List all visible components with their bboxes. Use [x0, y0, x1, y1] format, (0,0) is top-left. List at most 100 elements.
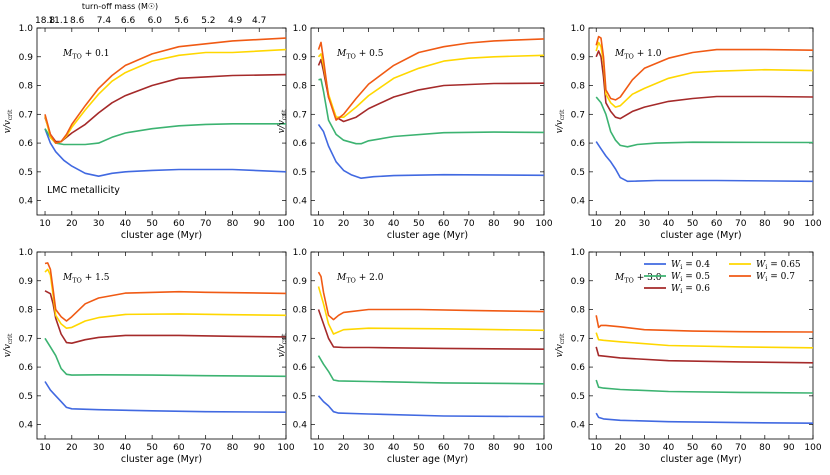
x-tick-label: 60: [438, 219, 450, 229]
top-tick-label: 5.2: [201, 16, 215, 26]
y-tick-label: 0.4: [571, 421, 586, 431]
y-tick-label: 0.6: [19, 363, 34, 373]
x-tick-label: 80: [759, 219, 771, 229]
x-tick-label: 80: [488, 219, 500, 229]
x-tick-label: 20: [615, 219, 627, 229]
series-line-w-i-0-4: [595, 412, 813, 424]
x-tick-label: 60: [438, 443, 450, 453]
panels-container: 10 20 30 40 50 60 70 80 90 100 0.4 0.5 0.6 0.7 0.8 0.9 1…: [3, 16, 822, 465]
series-line-w-i-0-65: [317, 286, 544, 335]
top-axis-title: turn-off mass (M☉): [82, 2, 158, 11]
series-line-w-i-0-65: [44, 48, 286, 144]
y-tick-label: 0.7: [293, 334, 307, 344]
series-line-w-i-0-5: [318, 78, 544, 145]
top-tick-label: 4.7: [252, 16, 266, 26]
plot-frame: [36, 27, 287, 216]
y-tick-label: 0.8: [571, 306, 586, 316]
y-tick-label: 0.8: [19, 82, 34, 92]
x-tick-label: 60: [711, 219, 723, 229]
legend-label: Wi = 0.7: [756, 272, 795, 283]
series-group: [595, 35, 813, 183]
series-group: [44, 262, 286, 413]
x-tick-label: 10: [590, 443, 602, 453]
y-tick-label: 1.0: [571, 248, 586, 258]
y-tick-label: 0.6: [571, 363, 586, 373]
y-tick-label: 0.8: [19, 306, 34, 316]
x-tick-label: 70: [463, 219, 475, 229]
series-line-w-i-0-6: [595, 50, 813, 120]
series-group: [44, 37, 286, 177]
plot-frame: [36, 251, 287, 440]
top-tick-label: 6.0: [148, 16, 163, 26]
x-tick-label: 70: [463, 443, 475, 453]
x-tick-label: 40: [120, 443, 132, 453]
y-tick-label: 1.0: [293, 24, 308, 34]
y-tick-label: 0.8: [571, 82, 586, 92]
y-tick-label: 0.5: [19, 392, 33, 402]
top-tick-label: 6.6: [121, 16, 136, 26]
series-line-w-i-0-65: [317, 53, 544, 118]
series-line-w-i-0-5: [317, 355, 544, 385]
chart-panel-p2: 10 20 30 40 50 60 70 80 90 100 0.4 0.5 0.6 0.7 0.8 0.9 1…: [277, 24, 553, 241]
y-tick-label: 1.0: [19, 248, 34, 258]
series-line-w-i-0-7: [44, 262, 286, 322]
y-tick-label: 0.5: [293, 168, 307, 178]
y-tick-label: 1.0: [293, 248, 308, 258]
x-tick-label: 10: [39, 219, 51, 229]
x-tick-label: 90: [513, 443, 525, 453]
x-tick-label: 100: [804, 219, 821, 229]
y-tick-label: 0.9: [293, 277, 308, 287]
x-tick-label: 10: [39, 443, 51, 453]
y-tick-label: 0.5: [571, 168, 585, 178]
y-axis-label: v/vcrit: [277, 109, 288, 133]
x-tick-label: 20: [615, 443, 627, 453]
panel-annotation: MTO + 1.0: [614, 49, 662, 61]
x-tick-label: 30: [363, 219, 375, 229]
y-tick-label: 0.4: [19, 197, 34, 207]
y-tick-label: 0.9: [19, 277, 34, 287]
x-axis-label: cluster age (Myr): [387, 230, 468, 241]
y-tick-label: 0.6: [19, 139, 34, 149]
y-tick-label: 0.6: [571, 139, 586, 149]
panel-annotation: MTO + 2.0: [336, 273, 384, 285]
x-tick-label: 30: [93, 443, 105, 453]
x-tick-label: 40: [663, 443, 675, 453]
x-tick-label: 90: [783, 443, 795, 453]
x-tick-label: 40: [663, 219, 675, 229]
y-tick-label: 0.5: [19, 168, 33, 178]
series-line-w-i-0-6: [317, 309, 544, 350]
series-line-w-i-0-4: [317, 395, 544, 418]
series-line-w-i-0-6: [44, 73, 286, 143]
x-tick-label: 40: [388, 219, 400, 229]
x-tick-label: 60: [173, 219, 185, 229]
x-tick-label: 20: [338, 219, 350, 229]
y-tick-label: 0.9: [571, 277, 586, 287]
top-tick-label: 7.4: [97, 16, 112, 26]
chart-panel-p1: 10 20 30 40 50 60 70 80 90 100 0.4 0.5 0.6 0.7 0.8 0.9 1…: [3, 16, 295, 241]
plot-frame: [310, 251, 545, 440]
x-axis-label: cluster age (Myr): [387, 454, 468, 465]
panel-annotation: MTO + 0.5: [336, 49, 384, 61]
x-tick-label: 10: [313, 219, 325, 229]
x-axis-label: cluster age (Myr): [660, 454, 741, 465]
x-tick-label: 100: [277, 219, 294, 229]
series-line-w-i-0-7: [595, 35, 813, 101]
y-tick-label: 0.9: [293, 53, 308, 63]
x-tick-label: 90: [513, 219, 525, 229]
y-tick-label: 0.7: [293, 110, 307, 120]
y-tick-label: 0.6: [293, 139, 308, 149]
series-line-w-i-0-7: [317, 271, 544, 321]
x-tick-label: 90: [783, 219, 795, 229]
series-line-w-i-0-7: [595, 315, 813, 333]
x-tick-label: 90: [253, 219, 265, 229]
x-tick-label: 30: [639, 219, 651, 229]
y-axis-label: v/vcrit: [3, 109, 14, 133]
y-axis-label: v/vcrit: [555, 333, 566, 357]
series-group: [595, 315, 813, 424]
plot-frame: [310, 27, 545, 216]
x-tick-label: 80: [488, 443, 500, 453]
y-tick-label: 0.4: [19, 421, 34, 431]
y-tick-label: 0.8: [293, 306, 308, 316]
legend-label: Wi = 0.5: [671, 272, 710, 283]
